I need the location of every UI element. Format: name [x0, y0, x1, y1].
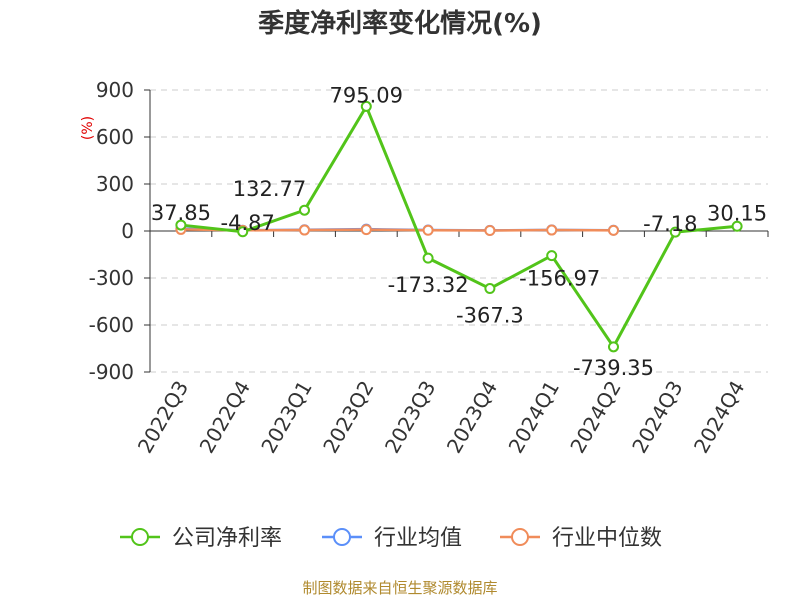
data-point	[422, 252, 434, 264]
y-tick-label: -600	[89, 313, 134, 337]
data-label: 795.09	[330, 83, 403, 107]
x-tick-label: 2023Q3	[380, 376, 440, 457]
x-tick-label: 2022Q4	[195, 377, 255, 458]
legend-label: 行业中位数	[552, 526, 662, 551]
data-label: -4.87	[221, 211, 275, 235]
source-note: 制图数据来自恒生聚源数据库	[302, 579, 497, 597]
data-point	[546, 224, 558, 236]
chart-title: 季度净利率变化情况(%)	[258, 8, 542, 39]
data-point	[669, 226, 681, 238]
x-tick-label: 2024Q4	[689, 377, 749, 458]
data-point	[731, 220, 743, 232]
data-label: -7.18	[643, 212, 697, 236]
legend-marker	[333, 528, 351, 546]
series-lines	[175, 100, 743, 353]
x-tick-label: 2023Q1	[256, 377, 316, 458]
x-tick-label: 2022Q3	[133, 377, 193, 458]
legend-label: 行业均值	[374, 526, 462, 551]
data-label: -156.97	[519, 267, 600, 291]
series-line	[180, 228, 614, 232]
data-point	[360, 224, 372, 236]
data-label: 37.85	[151, 201, 211, 225]
x-tick-label: 2023Q2	[318, 377, 378, 458]
y-tick-label: 600	[96, 125, 134, 149]
data-point	[237, 226, 249, 238]
data-point	[546, 250, 558, 262]
series-line	[180, 103, 738, 350]
data-point	[299, 204, 310, 216]
data-point	[484, 225, 496, 237]
legend-label: 公司净利率	[172, 526, 282, 551]
data-point	[299, 224, 310, 236]
data-point	[484, 283, 496, 295]
data-point	[422, 224, 434, 236]
legend: 公司净利率 行业均值 行业中位数	[120, 526, 662, 551]
data-point	[175, 219, 187, 231]
x-tick-label: 2024Q3	[627, 377, 687, 458]
y-tick-label: 300	[96, 172, 134, 196]
data-point	[608, 341, 619, 353]
x-tick-label: 2024Q2	[565, 377, 625, 458]
data-labels: 37.85 -4.87 132.77 795.09 -173.32 -367.3 -156.…	[151, 83, 767, 379]
data-label: -173.32	[388, 273, 469, 297]
legend-marker	[131, 528, 149, 546]
x-tick-label: 2024Q1	[504, 377, 564, 458]
y-axis-unit: (%)	[80, 116, 96, 140]
x-tick-label: 2023Q4	[442, 377, 502, 458]
y-tick-label: -900	[89, 360, 134, 384]
data-label: 132.77	[233, 177, 306, 201]
data-label: -739.35	[573, 356, 654, 380]
data-point	[360, 100, 372, 112]
y-tick-label: -300	[89, 266, 134, 290]
y-tick-label: 900	[96, 78, 134, 102]
data-label: -367.3	[456, 304, 524, 328]
y-tick-label: 0	[121, 219, 134, 243]
data-label: 30.15	[707, 201, 767, 225]
legend-marker	[511, 528, 529, 546]
data-point	[608, 224, 619, 236]
grid	[150, 89, 768, 373]
